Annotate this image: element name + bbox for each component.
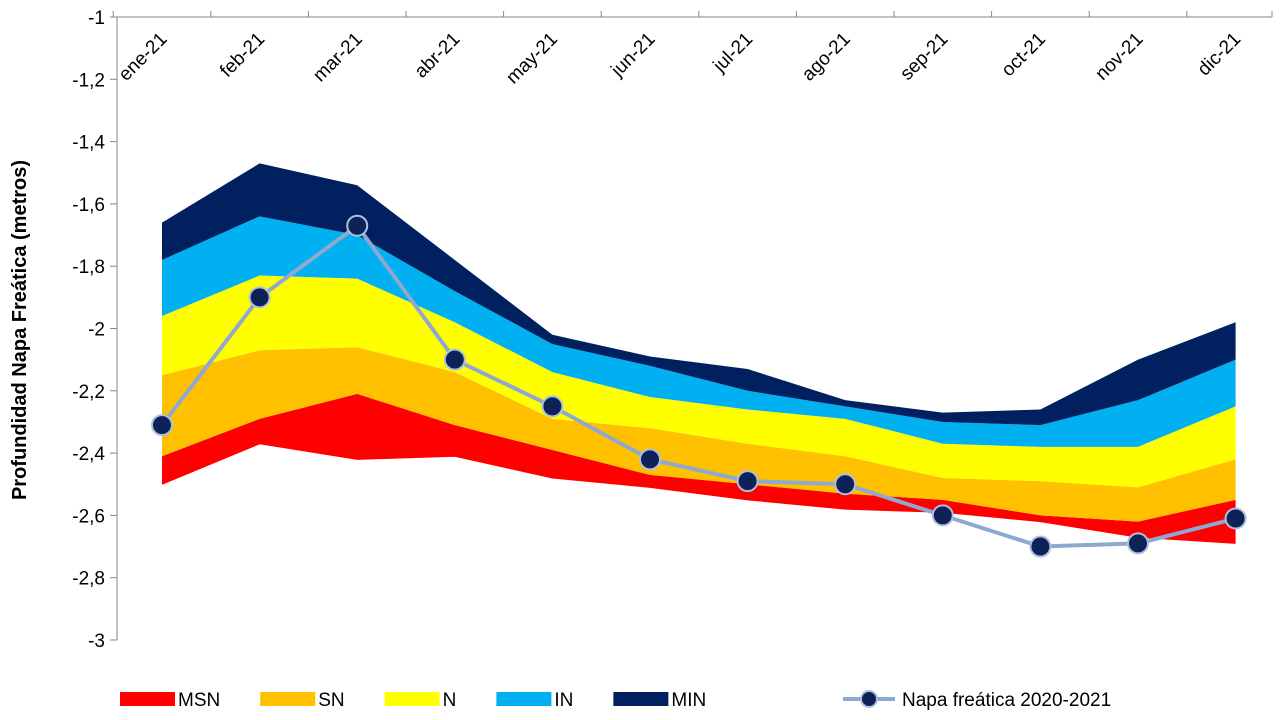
y-tick-label: -1 — [88, 8, 105, 29]
y-tick-label: -1,2 — [72, 70, 105, 91]
area-band — [162, 216, 1236, 447]
y-tick-label: -2,2 — [72, 382, 105, 403]
legend-label: Napa freática 2020-2021 — [902, 690, 1111, 711]
y-axis-title: Profundidad Napa Freática (metros) — [9, 160, 31, 500]
napa-line — [160, 222, 1237, 549]
y-tick-label: -1,4 — [72, 133, 105, 154]
x-tick-label: feb-21 — [216, 29, 269, 82]
napa-marker — [541, 395, 564, 418]
legend-label: MIN — [671, 690, 706, 711]
legend-swatch — [496, 692, 552, 706]
x-tick-label: may-21 — [502, 29, 562, 89]
napa-marker — [639, 448, 661, 471]
legend-label: MSN — [178, 690, 220, 711]
y-tick-label: -1,8 — [72, 257, 105, 278]
area-band — [162, 393, 1236, 544]
legend-label: N — [443, 690, 457, 711]
x-tick-label: oct-21 — [998, 29, 1050, 81]
legend-label: IN — [554, 690, 573, 711]
napa-marker — [248, 286, 271, 309]
legend-swatch — [120, 692, 175, 706]
napa-marker — [931, 504, 954, 527]
area-band — [162, 347, 1236, 522]
x-tick-label: jun-21 — [607, 29, 660, 82]
x-tick-label: ago-21 — [798, 29, 855, 86]
napa-marker — [1127, 532, 1149, 555]
y-tick-label: -2 — [88, 320, 105, 341]
x-tick-label: sep-21 — [896, 29, 952, 85]
napa-marker — [151, 414, 173, 437]
legend-label: SN — [318, 690, 344, 711]
napa-marker — [346, 214, 369, 237]
x-tick-label: nov-21 — [1092, 29, 1148, 85]
legend-marker — [860, 690, 878, 708]
legend-swatch — [260, 692, 316, 706]
area-band — [162, 163, 1236, 426]
y-tick-label: -2,4 — [72, 444, 105, 465]
y-tick-label: -2,6 — [72, 506, 105, 527]
x-tick-label: ene-21 — [115, 29, 172, 86]
x-tick-label: mar-21 — [309, 29, 366, 86]
napa-marker — [834, 473, 857, 496]
x-tick-label: jul-21 — [709, 29, 757, 77]
napa-marker — [443, 348, 466, 371]
napa-marker — [1029, 535, 1052, 558]
area-base-edge — [161, 443, 1236, 544]
napa-marker — [736, 470, 759, 493]
x-tick-label: abr-21 — [411, 29, 465, 83]
legend-swatch — [384, 692, 440, 706]
legend-swatch — [613, 692, 669, 706]
y-tick-label: -1,6 — [72, 195, 105, 216]
y-tick-label: -3 — [88, 631, 105, 652]
napa-marker — [1224, 507, 1247, 530]
x-tick-label: dic-21 — [1194, 29, 1245, 80]
y-tick-label: -2,8 — [72, 569, 105, 590]
